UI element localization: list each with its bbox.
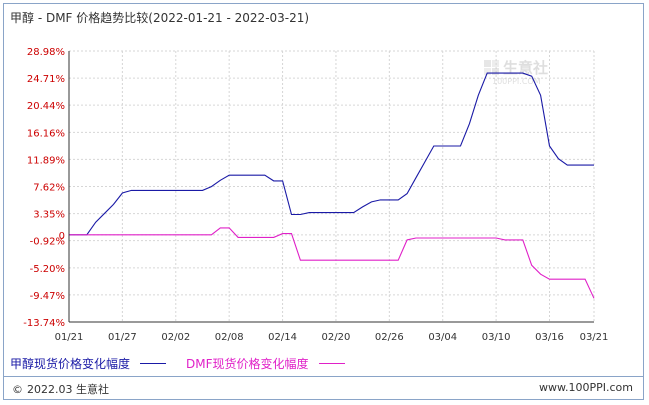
x-tick-label: 03/04 (428, 332, 457, 343)
legend-item-series1: 甲醇现货价格变化幅度 (10, 355, 167, 372)
y-tick-label: 20.44% (27, 101, 65, 112)
y-tick-label: -5.20% (30, 264, 65, 275)
watermark-logo: 生意社 100PPI.COM (484, 59, 548, 86)
legend-swatch-series1 (140, 363, 167, 364)
footer-link[interactable]: www.100PPI.com (539, 381, 633, 394)
y-tick-label: 7.62% (33, 183, 65, 194)
footer-left: © 2022.03 生意社 (12, 381, 109, 397)
footer-left-text: 2022.03 生意社 (27, 383, 109, 396)
legend-label-series1: 甲醇现货价格变化幅度 (10, 357, 131, 371)
footer: © 2022.03 生意社 www.100PPI.com (4, 376, 643, 398)
axes (68, 51, 594, 323)
x-tick-label: 03/21 (580, 332, 609, 343)
x-tick-label: 01/27 (108, 332, 137, 343)
series-line-1 (69, 72, 594, 236)
y-tick-label: 16.16% (27, 128, 65, 139)
y-tick-label: 28.98% (27, 47, 65, 58)
x-tick-label: 02/14 (268, 332, 297, 343)
x-tick-label: 02/26 (375, 332, 404, 343)
legend-label-series2: DMF现货价格变化幅度 (186, 357, 309, 371)
x-tick-label: 01/21 (55, 332, 84, 343)
x-tick-label: 03/16 (535, 332, 564, 343)
y-tick-label: 0 (59, 231, 65, 242)
y-tick-label: -9.47% (30, 291, 65, 302)
watermark-url: 100PPI.COM (492, 77, 541, 86)
copyright-icon: © (12, 383, 23, 396)
legend-item-series2: DMF现货价格变化幅度 (186, 355, 345, 372)
x-tick-label: 03/10 (482, 332, 511, 343)
watermark-text: 生意社 (503, 59, 548, 77)
x-tick-label: 02/02 (161, 332, 190, 343)
x-tick-label: 02/20 (322, 332, 351, 343)
series-line-2 (69, 227, 595, 299)
y-tick-label: -0.92% (30, 237, 65, 248)
y-tick-label: 24.71% (27, 74, 65, 85)
legend: 甲醇现货价格变化幅度 DMF现货价格变化幅度 (10, 355, 365, 372)
chart-title: 甲醇 - DMF 价格趋势比较(2022-01-21 - 2022-03-21) (10, 11, 310, 25)
x-tick-label: 02/08 (215, 332, 244, 343)
grid-lines (68, 50, 595, 323)
legend-swatch-series2 (318, 363, 345, 364)
y-tick-label: 3.35% (33, 210, 65, 221)
y-tick-label: -13.74% (23, 318, 65, 329)
y-tick-label: 11.89% (27, 155, 65, 166)
watermark-icon (484, 60, 499, 75)
chart-frame (3, 3, 644, 400)
